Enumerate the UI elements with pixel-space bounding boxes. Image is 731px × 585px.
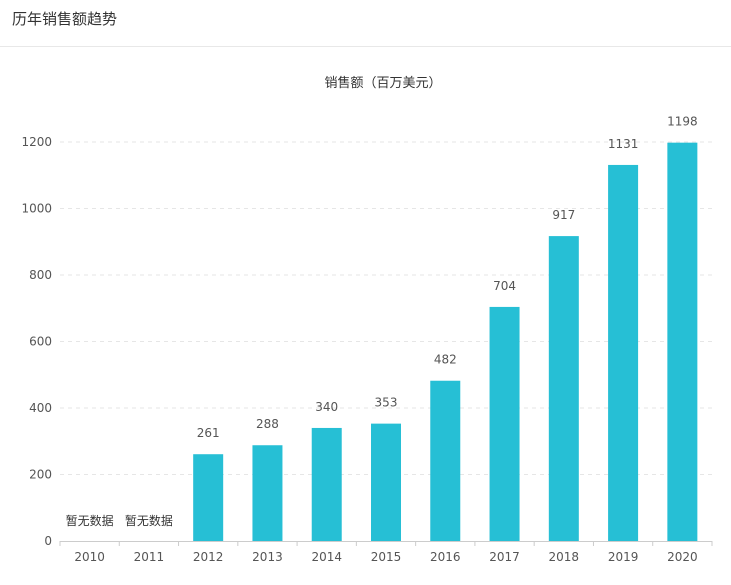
y-tick-label: 1000: [21, 202, 52, 216]
bar-2015[interactable]: [371, 423, 401, 541]
page-title: 历年销售额趋势: [12, 10, 118, 28]
data-label: 288: [256, 417, 279, 431]
x-tick-label: 2014: [311, 550, 342, 564]
x-tick-label: 2019: [608, 550, 639, 564]
x-tick-label: 2015: [371, 550, 402, 564]
bar-2017[interactable]: [489, 306, 520, 541]
bar-2014[interactable]: [311, 427, 342, 541]
data-labels: 暂无数据 暂无数据 261 288 340 353 482 704 917 1131 1198: [66, 115, 698, 528]
y-tick-label: 200: [29, 468, 52, 482]
x-tick-label: 2018: [549, 550, 580, 564]
x-tick-label: 2020: [667, 550, 698, 564]
x-tick-label: 2011: [134, 550, 165, 564]
data-label: 1131: [608, 137, 639, 151]
bar-2018[interactable]: [548, 236, 579, 541]
x-tick-label: 2017: [489, 550, 520, 564]
y-tick-label: 0: [44, 534, 52, 548]
data-label: 261: [197, 426, 220, 440]
no-data-label: 暂无数据: [125, 513, 173, 528]
data-label: 1198: [667, 115, 698, 129]
bar-2012[interactable]: [193, 454, 224, 541]
bar-2019[interactable]: [608, 164, 639, 541]
data-label: 482: [434, 353, 457, 367]
bar-2013[interactable]: [252, 445, 283, 541]
no-data-label: 暂无数据: [66, 513, 114, 528]
data-label: 704: [493, 279, 516, 293]
y-tick-label: 1200: [21, 135, 52, 149]
y-tick-label: 600: [29, 335, 52, 349]
bar-2020[interactable]: [667, 142, 698, 542]
bar-2016[interactable]: [430, 380, 461, 541]
data-label: 353: [375, 396, 398, 410]
data-label: 340: [315, 400, 338, 414]
card-header: 历年销售额趋势: [0, 0, 731, 47]
data-label: 917: [552, 208, 575, 222]
y-axis: 0 200 400 600 800 1000 1200: [21, 135, 52, 548]
x-tick-label: 2012: [193, 550, 224, 564]
chart-title: 销售额（百万美元）: [324, 75, 441, 91]
y-tick-label: 800: [29, 268, 52, 282]
x-tick-label: 2016: [430, 550, 461, 564]
y-tick-label: 400: [29, 401, 52, 415]
x-tick-label: 2013: [252, 550, 283, 564]
x-axis: 2010 2011 2012 2013 2014 2015 2016 2017 2018 2019…: [59, 541, 713, 564]
bars: [193, 142, 698, 542]
x-tick-label: 2010: [74, 550, 105, 564]
